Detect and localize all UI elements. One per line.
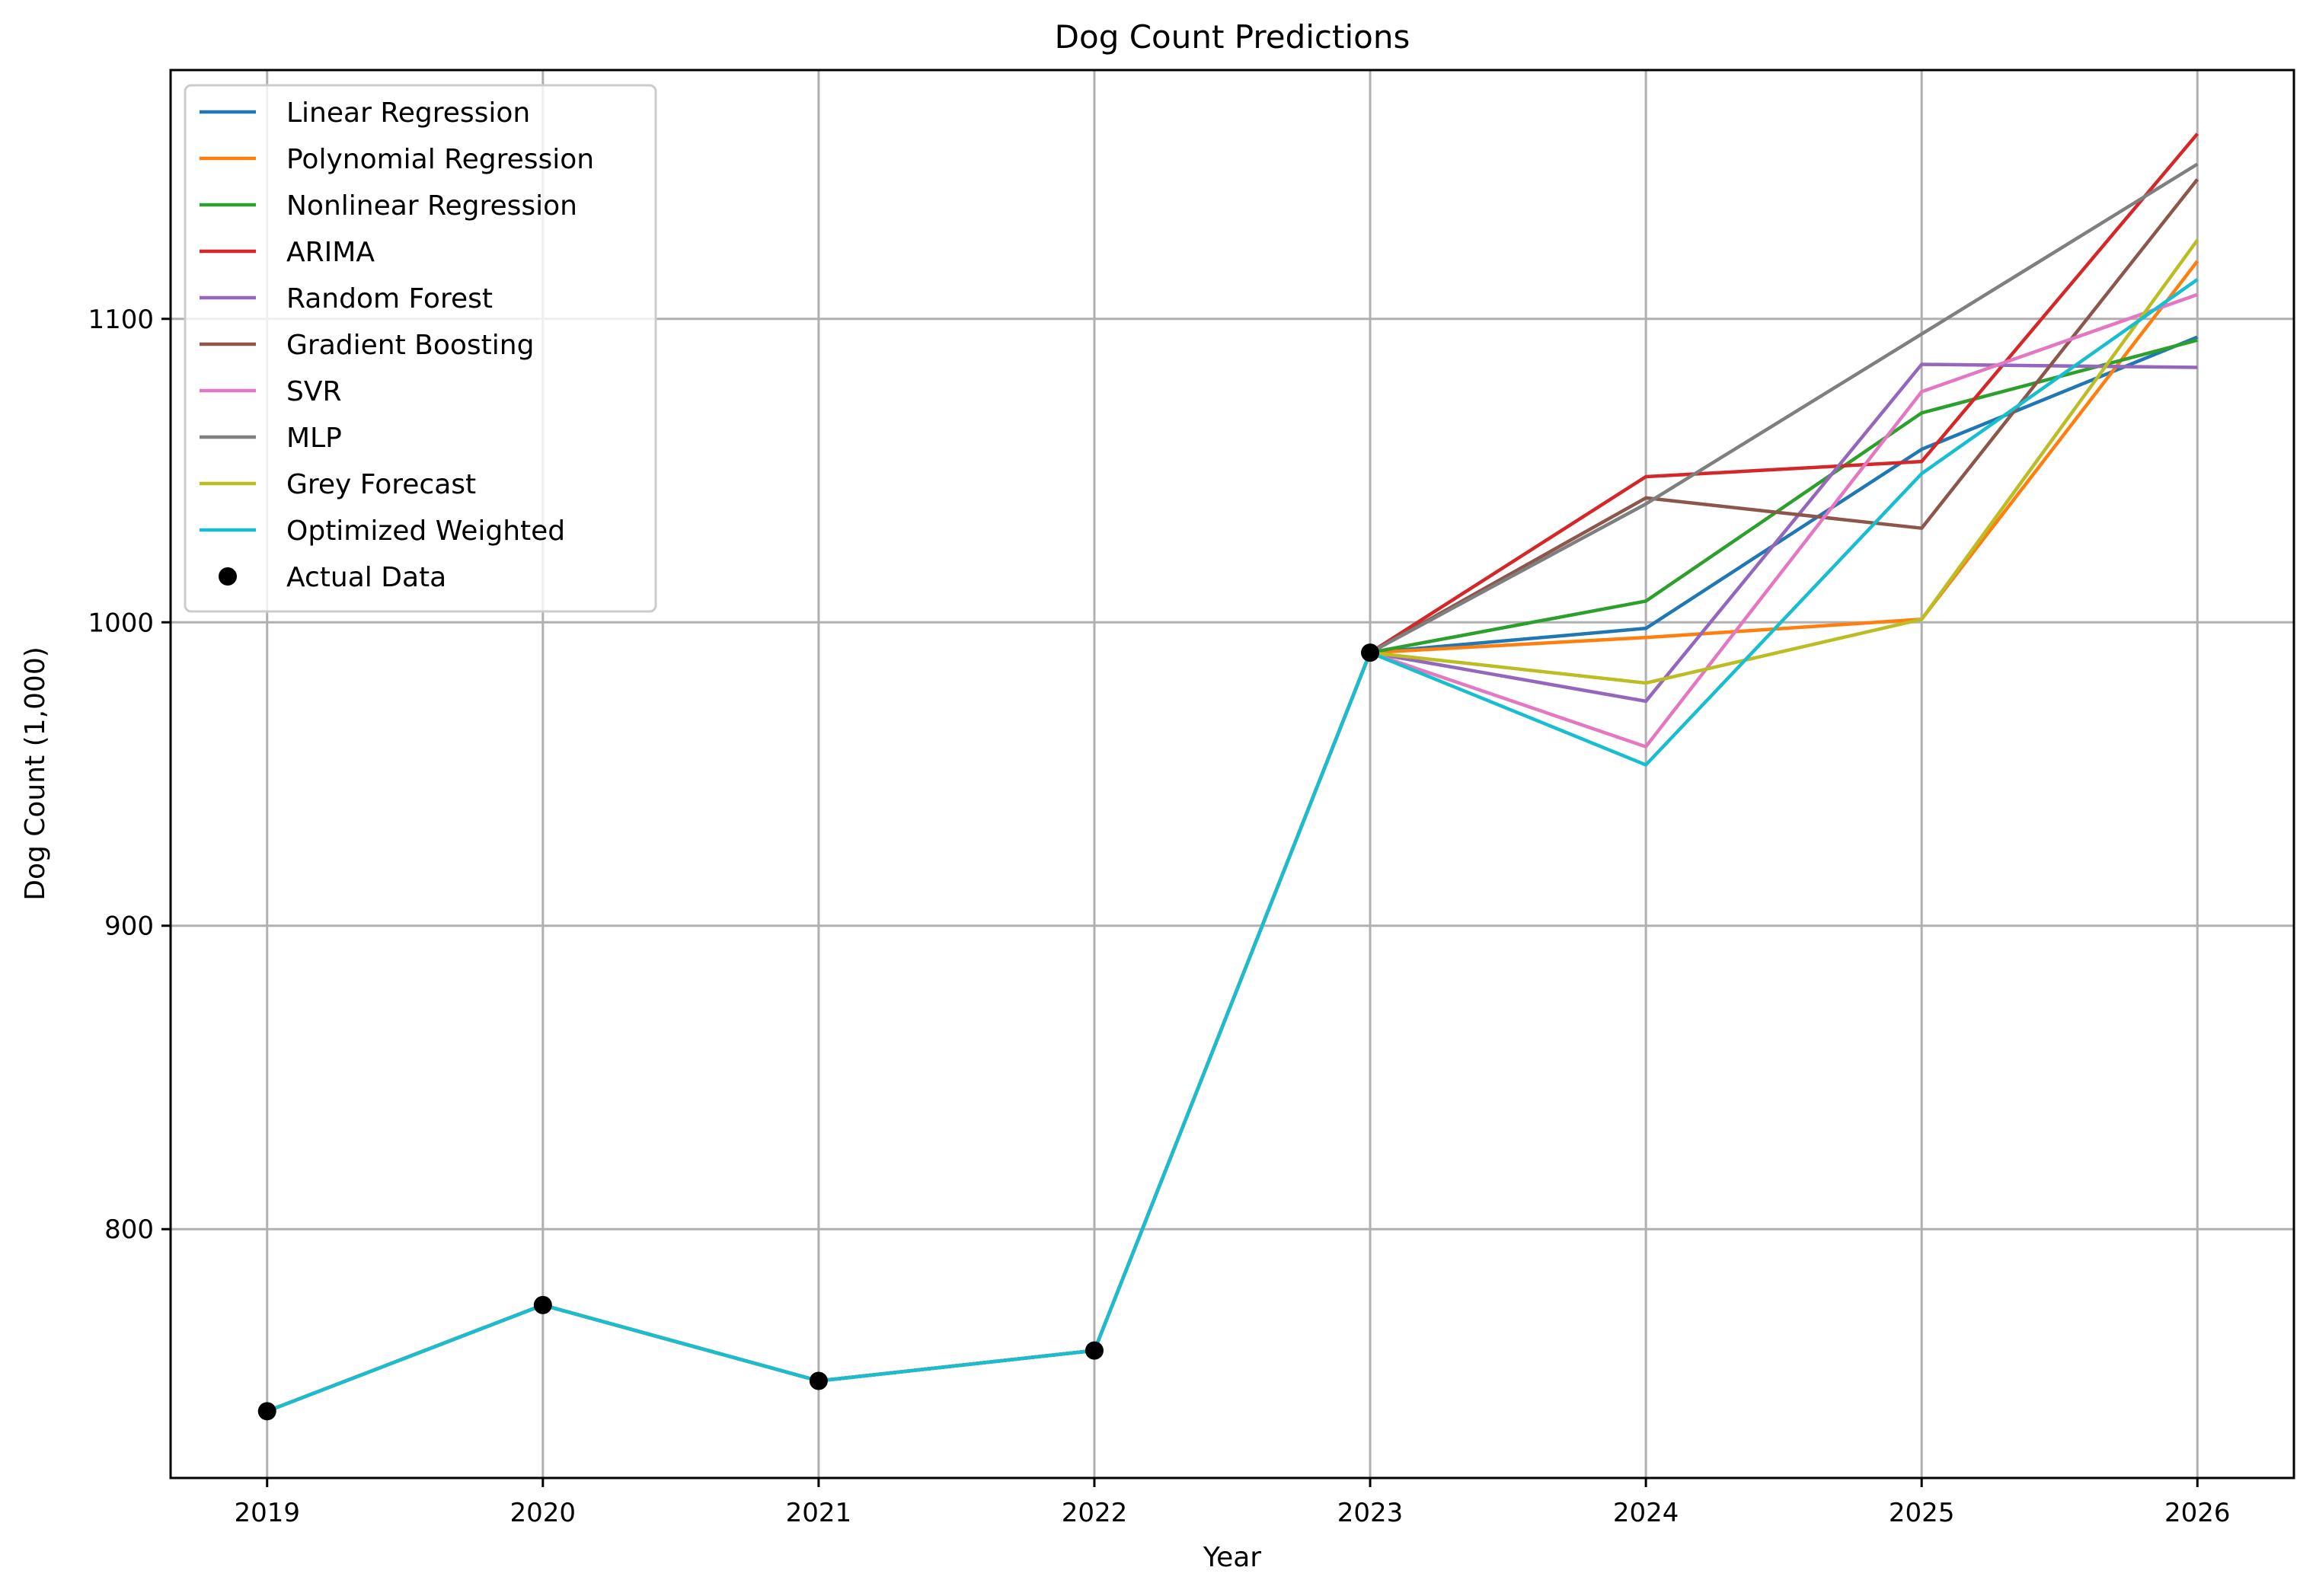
y-tick-label: 900 bbox=[104, 911, 154, 942]
legend-label-arima: ARIMA bbox=[286, 237, 375, 268]
legend-label-actual-data: Actual Data bbox=[286, 562, 446, 593]
actual-data-point bbox=[257, 1402, 276, 1421]
actual-data-point bbox=[1361, 643, 1380, 662]
legend: Linear Regression Polynomial Regression No… bbox=[184, 84, 657, 613]
legend-box bbox=[184, 84, 657, 613]
legend-label-mlp: MLP bbox=[286, 423, 342, 454]
actual-data-markers bbox=[257, 643, 1380, 1421]
y-tick-label: 1000 bbox=[88, 608, 154, 638]
plot-frame bbox=[169, 69, 2295, 1479]
legend-label-random-forest: Random Forest bbox=[286, 283, 493, 314]
x-tick-label: 2021 bbox=[786, 1498, 852, 1528]
x-tick-label: 2022 bbox=[1062, 1498, 1128, 1528]
x-tick-label: 2020 bbox=[510, 1498, 577, 1528]
y-tick-label: 800 bbox=[104, 1215, 154, 1245]
legend-label-svr: SVR bbox=[286, 376, 342, 407]
actual-data-point bbox=[809, 1371, 828, 1390]
actual-data-point bbox=[533, 1295, 552, 1314]
legend-label-gradient-boosting: Gradient Boosting bbox=[286, 330, 534, 361]
x-axis-ticks: 2019 2020 2021 2022 2023 2024 2025 2026 bbox=[234, 1478, 2231, 1528]
y-axis-ticks: 800 900 1000 1100 bbox=[88, 305, 171, 1245]
legend-label-polynomial-regression: Polynomial Regression bbox=[286, 144, 594, 175]
chart-title: Dog Count Predictions bbox=[1055, 18, 1410, 56]
series-line-optimized-weighted bbox=[266, 278, 2199, 1413]
grid-lines bbox=[171, 70, 2294, 1478]
legend-label-linear-regression: Linear Regression bbox=[286, 97, 530, 129]
y-axis-label: Dog Count (1,000) bbox=[20, 646, 51, 901]
x-tick-label: 2024 bbox=[1613, 1498, 1679, 1528]
x-axis-label: Year bbox=[1203, 1542, 1261, 1573]
series-layer bbox=[266, 132, 2199, 1413]
x-tick-label: 2023 bbox=[1337, 1498, 1404, 1528]
x-tick-label: 2019 bbox=[234, 1498, 300, 1528]
legend-label-nonlinear-regression: Nonlinear Regression bbox=[286, 190, 577, 222]
legend-label-optimized-weighted: Optimized Weighted bbox=[286, 516, 565, 547]
legend-label-grey-forecast: Grey Forecast bbox=[286, 469, 476, 500]
x-tick-label: 2026 bbox=[2164, 1498, 2231, 1528]
y-tick-label: 1100 bbox=[88, 305, 154, 335]
legend-swatch-actual-data bbox=[219, 567, 237, 586]
actual-data-point bbox=[1085, 1341, 1104, 1360]
x-tick-label: 2025 bbox=[1889, 1498, 1955, 1528]
